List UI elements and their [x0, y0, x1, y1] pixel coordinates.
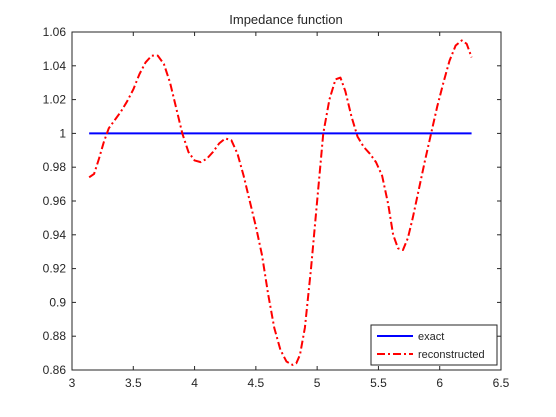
- series-line-reconstructed: [88, 39, 473, 366]
- x-tick-label: 5.5: [370, 376, 387, 390]
- x-tick-label: 4.5: [248, 376, 265, 390]
- legend-label-reconstructed: reconstructed: [418, 349, 485, 361]
- x-tick-label: 3: [69, 376, 76, 390]
- y-tick-label: 1.04: [43, 59, 67, 73]
- x-tick-label: 6.5: [493, 376, 510, 390]
- plot-area: [88, 39, 473, 366]
- y-tick-label: 0.96: [43, 194, 67, 208]
- legend-box: [370, 324, 498, 366]
- x-tick-label: 5: [314, 376, 321, 390]
- x-tick-label: 4: [191, 376, 198, 390]
- y-tick-label: 1: [59, 126, 66, 140]
- axes: 3 3.5 4 4.5 5 5.5 6 6.5 0.86 0.88 0.9 0.92 0.94 0.96 0…: [43, 25, 510, 390]
- y-tick-label: 0.98: [43, 160, 67, 174]
- x-tick-label: 6: [436, 376, 443, 390]
- legend: exact reconstructed: [370, 324, 498, 366]
- y-tick-label: 0.88: [43, 329, 67, 343]
- y-tick-label: 0.92: [43, 262, 67, 276]
- y-tick-label: 1.06: [43, 25, 67, 39]
- y-tick-label: 0.86: [43, 363, 67, 377]
- x-tick-label: 3.5: [125, 376, 142, 390]
- y-tick-label: 0.94: [43, 228, 67, 242]
- y-tick-label: 0.9: [49, 295, 66, 309]
- legend-label-exact: exact: [418, 331, 444, 343]
- y-tick-label: 1.02: [43, 93, 67, 107]
- chart-title: Impedance function: [229, 12, 342, 27]
